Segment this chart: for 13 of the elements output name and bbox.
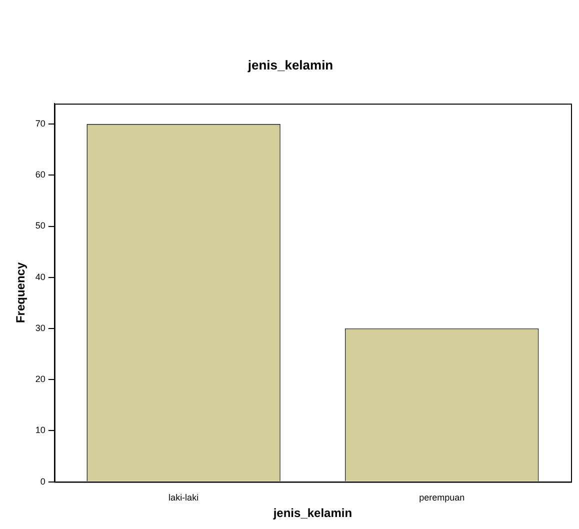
y-tick-label: 50 <box>35 220 46 231</box>
y-tick-label: 70 <box>35 118 46 129</box>
y-tick-label: 60 <box>35 170 46 180</box>
x-tick-label: laki-laki <box>168 492 199 503</box>
y-tick-label: 20 <box>35 374 46 384</box>
y-tick-label: 10 <box>35 425 46 436</box>
x-tick-label: perempuan <box>419 492 465 503</box>
chart-title: jenis_kelamin <box>246 57 334 72</box>
y-tick-label: 40 <box>35 272 46 282</box>
y-tick-label: 30 <box>35 322 46 333</box>
y-tick-label: 0 <box>40 476 46 486</box>
x-axis-title: jenis_kelamin <box>272 506 352 520</box>
y-axis-title: Frequency <box>14 262 28 324</box>
